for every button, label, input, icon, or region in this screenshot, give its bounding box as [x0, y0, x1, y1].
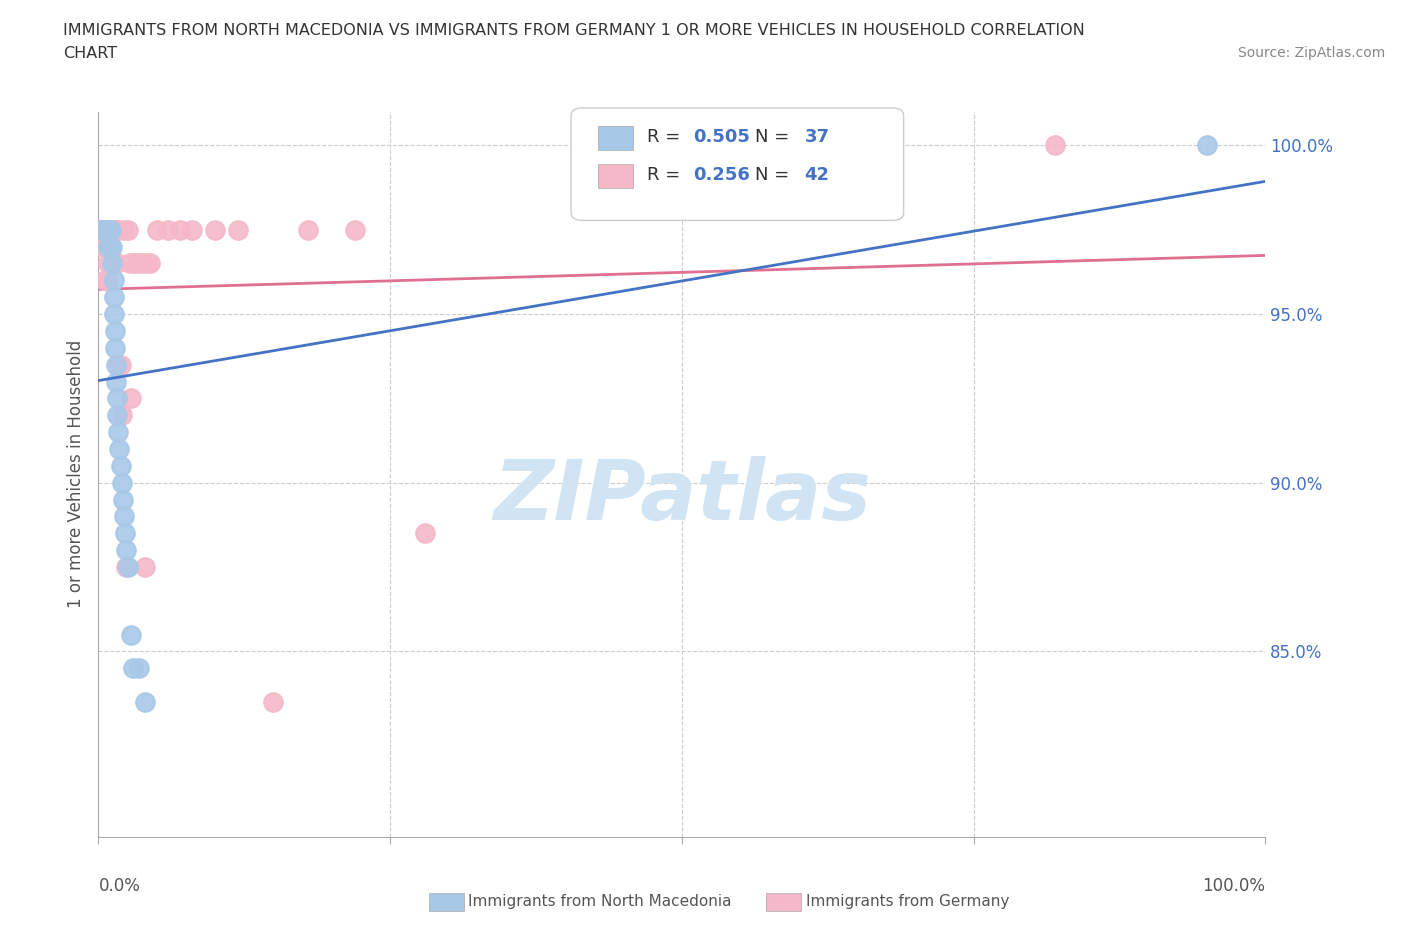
Point [98, 222, 121, 237]
Point [132, 256, 155, 271]
Point [104, 222, 127, 237]
FancyBboxPatch shape [598, 126, 633, 150]
Point [128, 256, 150, 271]
Text: Immigrants from Germany: Immigrants from Germany [806, 894, 1010, 909]
Point [1045, 138, 1067, 153]
Point [97, 222, 120, 237]
Point [111, 475, 134, 490]
Text: N =: N = [755, 128, 796, 146]
Point [115, 560, 138, 575]
Point [157, 222, 180, 237]
Text: 100.0%: 100.0% [1202, 877, 1265, 895]
Point [90, 222, 112, 237]
Point [134, 695, 156, 710]
Point [120, 627, 142, 642]
Point [100, 222, 122, 237]
Y-axis label: 1 or more Vehicles in Household: 1 or more Vehicles in Household [66, 340, 84, 608]
Point [125, 256, 148, 271]
Text: 0.505: 0.505 [693, 128, 751, 146]
Point [105, 391, 128, 405]
Point [115, 543, 138, 558]
Point [108, 357, 131, 372]
Point [117, 222, 139, 237]
Text: 37: 37 [804, 128, 830, 146]
Text: R =: R = [647, 166, 686, 184]
Point [169, 222, 191, 237]
Point [101, 256, 124, 271]
Point [297, 222, 319, 237]
Point [107, 222, 129, 237]
Point [344, 222, 367, 237]
Point [97, 239, 120, 254]
Point [110, 458, 132, 473]
Point [98, 222, 121, 237]
Point [105, 256, 128, 271]
Point [107, 425, 129, 440]
Point [136, 256, 159, 271]
Text: Immigrants from North Macedonia: Immigrants from North Macedonia [468, 894, 731, 909]
Point [94, 272, 117, 287]
Point [110, 357, 132, 372]
Point [93, 222, 115, 237]
Point [103, 307, 125, 322]
Point [93, 222, 115, 237]
Point [105, 408, 128, 423]
Point [100, 239, 122, 254]
Point [104, 357, 127, 372]
Point [118, 256, 141, 271]
Point [97, 222, 120, 237]
Point [100, 222, 122, 237]
Point [112, 222, 135, 237]
Point [146, 222, 169, 237]
Point [128, 661, 150, 676]
Point [90, 222, 112, 237]
Point [1195, 138, 1218, 153]
Point [180, 222, 202, 237]
Point [101, 239, 124, 254]
Point [117, 560, 139, 575]
Text: ZIPatlas: ZIPatlas [494, 456, 870, 537]
FancyBboxPatch shape [571, 108, 904, 220]
Point [104, 340, 127, 355]
Text: CHART: CHART [63, 46, 117, 61]
Text: R =: R = [647, 128, 686, 146]
Text: 42: 42 [804, 166, 830, 184]
Point [111, 408, 134, 423]
Text: Source: ZipAtlas.com: Source: ZipAtlas.com [1237, 46, 1385, 60]
Point [104, 222, 127, 237]
FancyBboxPatch shape [598, 164, 633, 188]
Point [204, 222, 226, 237]
Point [112, 509, 135, 524]
Point [97, 239, 120, 254]
Point [91, 239, 114, 254]
Point [98, 239, 121, 254]
Point [103, 290, 125, 305]
Point [104, 374, 127, 389]
Point [96, 272, 118, 287]
Point [114, 525, 136, 540]
Point [122, 661, 145, 676]
Point [94, 222, 117, 237]
Point [108, 442, 131, 457]
Point [101, 222, 124, 237]
Point [262, 695, 284, 710]
Point [97, 256, 120, 271]
Point [104, 324, 127, 339]
Point [97, 222, 120, 237]
Text: IMMIGRANTS FROM NORTH MACEDONIA VS IMMIGRANTS FROM GERMANY 1 OR MORE VEHICLES IN: IMMIGRANTS FROM NORTH MACEDONIA VS IMMIG… [63, 23, 1085, 38]
Point [103, 222, 125, 237]
Point [139, 256, 162, 271]
Point [228, 222, 250, 237]
Text: N =: N = [755, 166, 796, 184]
Point [103, 272, 125, 287]
Text: 0.256: 0.256 [693, 166, 751, 184]
Point [111, 492, 134, 507]
Point [96, 222, 118, 237]
Point [134, 560, 156, 575]
Text: 0.0%: 0.0% [98, 877, 141, 895]
Point [120, 391, 142, 405]
Point [122, 256, 145, 271]
Point [413, 525, 436, 540]
Point [90, 222, 112, 237]
